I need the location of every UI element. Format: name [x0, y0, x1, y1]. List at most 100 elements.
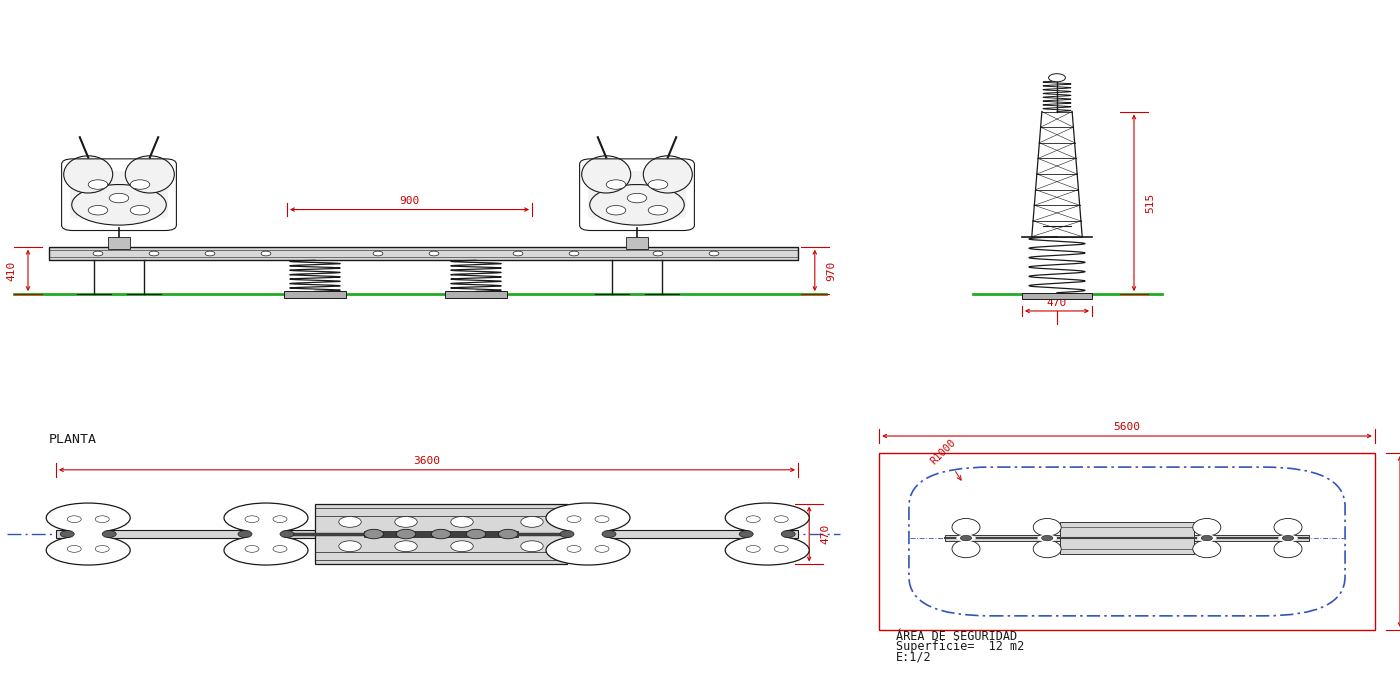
- Text: 515: 515: [1145, 193, 1155, 213]
- Circle shape: [512, 251, 524, 256]
- Circle shape: [648, 180, 668, 189]
- Circle shape: [746, 546, 760, 552]
- Ellipse shape: [46, 503, 130, 533]
- Circle shape: [431, 529, 451, 539]
- Circle shape: [245, 546, 259, 552]
- Circle shape: [1201, 535, 1212, 541]
- Bar: [626, 237, 648, 249]
- Circle shape: [648, 206, 668, 215]
- Circle shape: [567, 546, 581, 552]
- Ellipse shape: [1033, 540, 1061, 558]
- Bar: [315, 504, 567, 564]
- Circle shape: [652, 251, 664, 256]
- Ellipse shape: [952, 540, 980, 558]
- Bar: [49, 247, 798, 260]
- Ellipse shape: [546, 535, 630, 565]
- Circle shape: [238, 531, 252, 537]
- Circle shape: [708, 251, 720, 256]
- Ellipse shape: [1193, 518, 1221, 536]
- Circle shape: [498, 529, 518, 539]
- Circle shape: [960, 535, 972, 541]
- Circle shape: [451, 541, 473, 552]
- Circle shape: [781, 531, 795, 537]
- Circle shape: [774, 516, 788, 523]
- Bar: [445, 291, 507, 298]
- Ellipse shape: [725, 503, 809, 533]
- Circle shape: [396, 529, 416, 539]
- Circle shape: [428, 251, 440, 256]
- Circle shape: [395, 516, 417, 527]
- Circle shape: [130, 180, 150, 189]
- Bar: [284, 291, 346, 298]
- Text: PLANTA: PLANTA: [49, 433, 97, 446]
- Circle shape: [273, 516, 287, 523]
- Bar: [56, 530, 798, 538]
- Text: ÁREA DE SEGURIDAD: ÁREA DE SEGURIDAD: [896, 630, 1018, 644]
- Ellipse shape: [126, 156, 175, 193]
- Circle shape: [568, 251, 580, 256]
- Circle shape: [1049, 74, 1065, 82]
- Text: R1000: R1000: [928, 437, 960, 480]
- Circle shape: [339, 516, 361, 527]
- Ellipse shape: [241, 529, 291, 539]
- Bar: [364, 531, 518, 537]
- Circle shape: [88, 180, 108, 189]
- Ellipse shape: [1278, 535, 1298, 541]
- Ellipse shape: [725, 535, 809, 565]
- Circle shape: [746, 516, 760, 523]
- Text: E:1/2: E:1/2: [896, 650, 931, 664]
- Ellipse shape: [1274, 540, 1302, 558]
- Ellipse shape: [71, 185, 167, 225]
- Circle shape: [67, 516, 81, 523]
- Circle shape: [602, 531, 616, 537]
- Ellipse shape: [742, 529, 792, 539]
- Circle shape: [372, 251, 382, 256]
- Circle shape: [92, 251, 104, 256]
- Ellipse shape: [1033, 518, 1061, 536]
- Circle shape: [1282, 535, 1294, 541]
- Circle shape: [280, 531, 294, 537]
- Ellipse shape: [563, 529, 613, 539]
- Circle shape: [109, 193, 129, 203]
- Circle shape: [451, 516, 473, 527]
- Circle shape: [204, 251, 216, 256]
- Circle shape: [521, 516, 543, 527]
- Text: 970: 970: [826, 260, 836, 281]
- Ellipse shape: [64, 156, 112, 193]
- Bar: [1060, 522, 1194, 554]
- Circle shape: [148, 251, 160, 256]
- Ellipse shape: [1274, 518, 1302, 536]
- Text: 5600: 5600: [1113, 422, 1141, 432]
- Text: 470: 470: [1047, 297, 1067, 308]
- Circle shape: [595, 546, 609, 552]
- Ellipse shape: [582, 156, 630, 193]
- Circle shape: [339, 541, 361, 552]
- Text: 3600: 3600: [413, 456, 441, 466]
- Bar: [1022, 293, 1092, 299]
- Circle shape: [567, 516, 581, 523]
- Ellipse shape: [1193, 540, 1221, 558]
- Ellipse shape: [1037, 535, 1057, 541]
- Ellipse shape: [956, 535, 976, 541]
- Text: 900: 900: [399, 195, 420, 206]
- Bar: [879, 453, 1375, 630]
- Ellipse shape: [589, 185, 685, 225]
- Circle shape: [627, 193, 647, 203]
- Circle shape: [606, 180, 626, 189]
- Text: Superficie=  12 m2: Superficie= 12 m2: [896, 640, 1025, 654]
- Circle shape: [466, 529, 486, 539]
- Circle shape: [521, 541, 543, 552]
- FancyBboxPatch shape: [70, 171, 168, 218]
- Circle shape: [262, 251, 270, 256]
- FancyBboxPatch shape: [588, 171, 686, 218]
- Circle shape: [364, 529, 384, 539]
- Circle shape: [560, 531, 574, 537]
- Circle shape: [67, 546, 81, 552]
- Bar: [945, 535, 1309, 541]
- Circle shape: [1042, 535, 1053, 541]
- Circle shape: [595, 516, 609, 523]
- Ellipse shape: [1197, 535, 1217, 541]
- Bar: [108, 237, 130, 249]
- Circle shape: [95, 516, 109, 523]
- Ellipse shape: [546, 503, 630, 533]
